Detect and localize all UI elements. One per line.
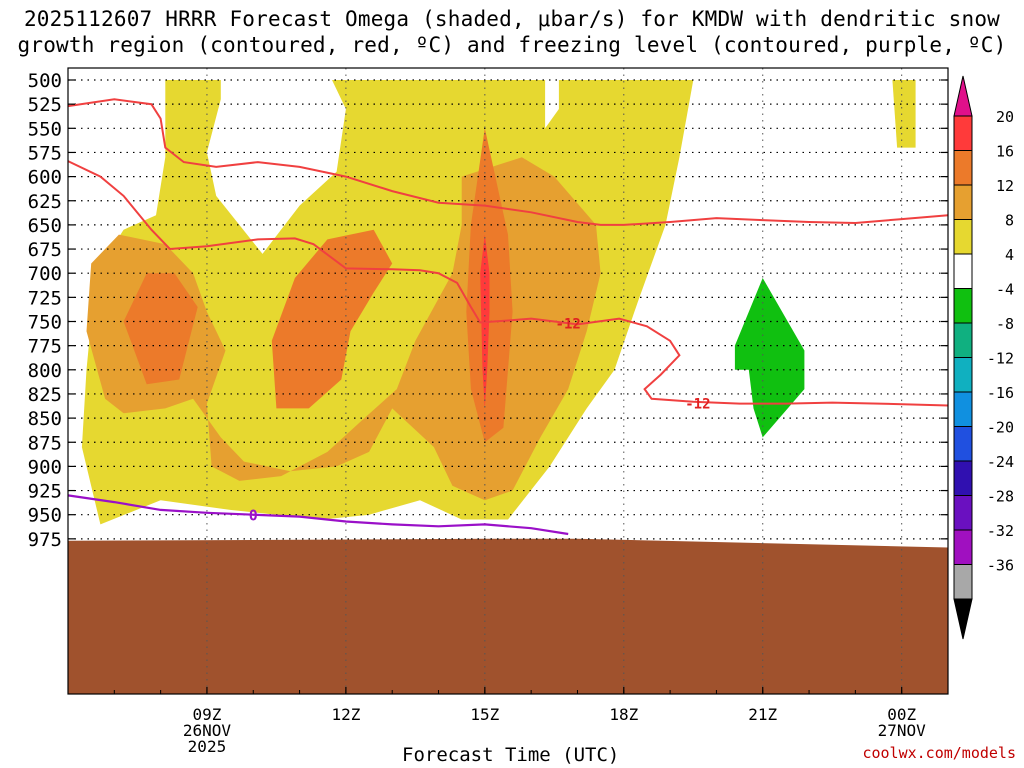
colorbar-label: 12: [996, 177, 1014, 195]
colorbar-segment: [953, 184, 973, 220]
y-tick-label: 500: [28, 70, 62, 92]
colorbar-segment: [953, 426, 973, 462]
colorbar-segment: [953, 288, 973, 324]
x-axis-label: Forecast Time (UTC): [402, 744, 620, 766]
colorbar-segment: [953, 495, 973, 531]
dgz-contour-line: [67, 160, 949, 407]
colorbar-segment: [953, 391, 973, 427]
credit-link[interactable]: coolwx.com/models: [862, 744, 1016, 762]
colorbar-label: -20: [987, 419, 1014, 437]
y-tick-label: 725: [28, 287, 62, 309]
y-tick-label: 975: [28, 529, 62, 551]
x-tick-date-label: 26NOV: [183, 721, 232, 740]
y-axis-ticks: 5005255505756006256506757007257507758008…: [28, 70, 948, 551]
colorbar-label: -8: [996, 315, 1014, 333]
y-tick-label: 750: [28, 312, 62, 334]
colorbar: 20 16 12 8 4 -4 -8 -12 -16 -20 -24 -28 -32 -36: [953, 75, 1014, 640]
colorbar-label: 16: [996, 143, 1014, 161]
colorbar-label: 8: [1005, 212, 1014, 230]
colorbar-label: -28: [987, 488, 1014, 506]
y-tick-label: 900: [28, 456, 62, 478]
y-tick-label: 625: [28, 191, 62, 213]
terrain-fill: [68, 538, 948, 694]
dgz-contour-label: -12: [685, 397, 710, 413]
y-tick-label: 875: [28, 432, 62, 454]
colorbar-label: -36: [987, 557, 1014, 575]
contour-lines: -12 -12 0: [67, 98, 949, 536]
title-line-1: 2025112607 HRRR Forecast Omega (shaded, …: [23, 7, 1001, 31]
grid-lines: [68, 68, 948, 694]
y-tick-label: 825: [28, 384, 62, 406]
colorbar-label: -16: [987, 384, 1014, 402]
chart-title: 2025112607 HRRR Forecast Omega (shaded, …: [0, 6, 1024, 58]
colorbar-segment: [953, 219, 973, 255]
terrain-layer: [68, 538, 948, 694]
x-tick-label: 12Z: [331, 705, 360, 724]
x-tick-year-label: 2025: [188, 737, 227, 756]
colorbar-label: -4: [996, 281, 1014, 299]
y-tick-label: 950: [28, 505, 62, 527]
colorbar-segment: [953, 357, 973, 393]
colorbar-label: -32: [987, 522, 1014, 540]
y-tick-label: 525: [28, 94, 62, 116]
y-tick-label: 575: [28, 142, 62, 164]
y-tick-label: 775: [28, 336, 62, 358]
x-tick-date-label: 27NOV: [878, 721, 927, 740]
title-line-2: growth region (contoured, red, ºC) and f…: [17, 33, 1007, 57]
y-tick-label: 850: [28, 408, 62, 430]
y-tick-label: 700: [28, 263, 62, 285]
dgz-contour-line: [67, 98, 949, 226]
y-tick-label: 650: [28, 215, 62, 237]
x-tick-label: 18Z: [609, 705, 638, 724]
x-tick-label: 15Z: [470, 705, 499, 724]
dgz-contour-label: -12: [556, 316, 581, 332]
y-tick-label: 800: [28, 360, 62, 382]
x-tick-label: 21Z: [748, 705, 777, 724]
omega-region-12: [123, 273, 198, 385]
y-tick-label: 675: [28, 239, 62, 261]
colorbar-segment: [953, 529, 973, 565]
omega-region--4: [734, 278, 805, 438]
colorbar-segment: [953, 322, 973, 358]
colorbar-label: -24: [987, 453, 1014, 471]
y-tick-label: 550: [28, 118, 62, 140]
x-tick-label: 09Z: [192, 705, 221, 724]
plot-frame: [67, 67, 949, 695]
y-tick-label: 925: [28, 481, 62, 503]
colorbar-top-arrow: [953, 75, 973, 117]
freezing-level-line: [67, 494, 569, 536]
colorbar-bottom-arrow: [953, 598, 973, 640]
colorbar-segment: [953, 460, 973, 496]
x-tick-label: 00Z: [887, 705, 916, 724]
colorbar-segment: [953, 564, 973, 600]
omega-region-12: [271, 229, 393, 409]
colorbar-segment: [953, 150, 973, 186]
colorbar-label: 4: [1005, 246, 1014, 264]
freezing-level-label: 0: [249, 507, 258, 525]
colorbar-segment: [953, 115, 973, 151]
colorbar-label: 20: [996, 108, 1014, 126]
colorbar-label: -12: [987, 350, 1014, 368]
omega-region-4: [892, 80, 916, 148]
y-tick-label: 600: [28, 167, 62, 189]
colorbar-segment: [953, 253, 973, 289]
